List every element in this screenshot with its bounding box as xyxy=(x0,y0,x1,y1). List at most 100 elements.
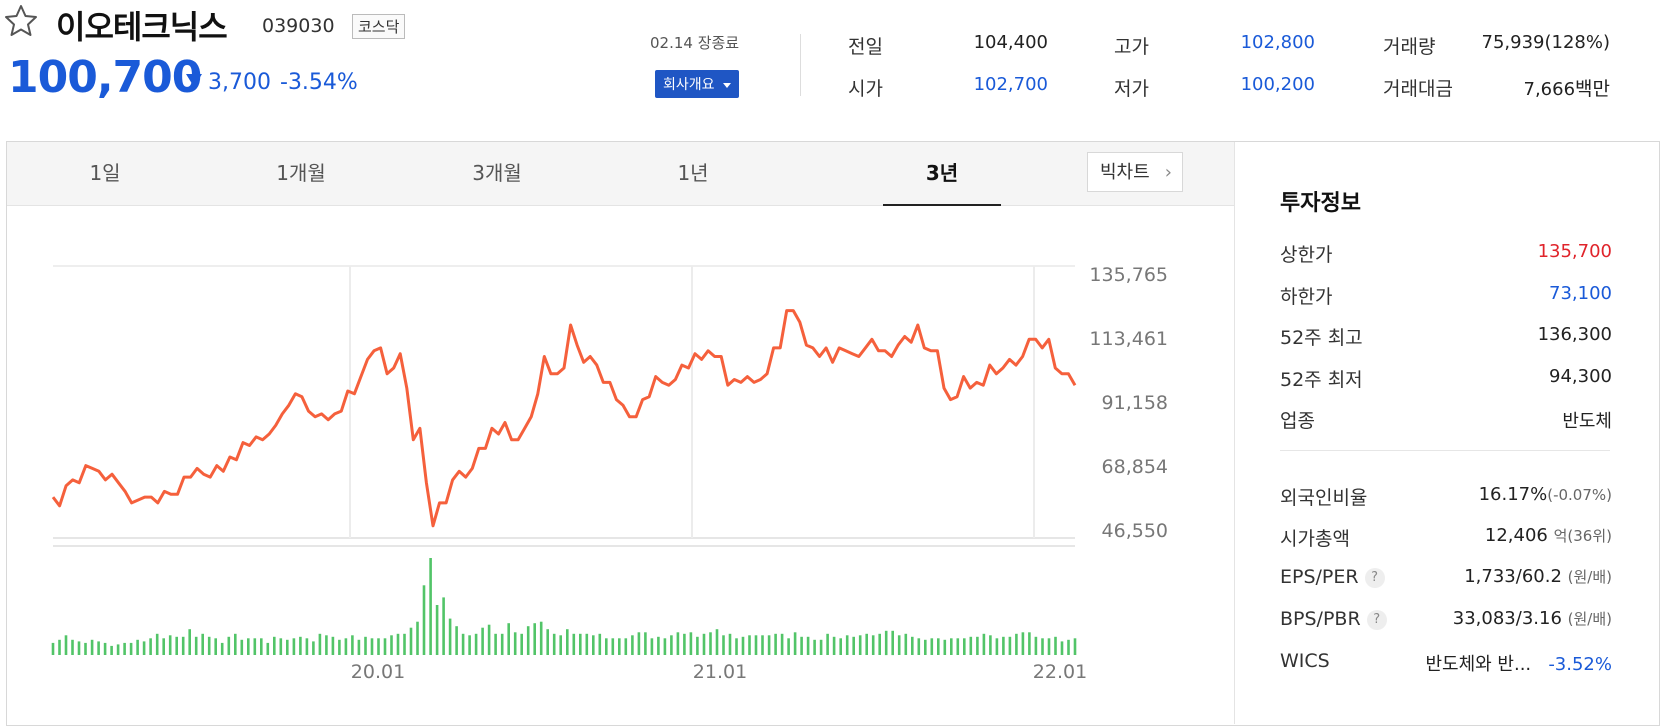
quote-value: 100,200 xyxy=(1185,74,1315,95)
favorite-star-icon[interactable] xyxy=(4,4,38,38)
stock-name: 이오테크닉스 xyxy=(56,8,228,46)
volume-bar xyxy=(455,626,458,655)
volume-bar xyxy=(351,635,354,655)
volume-bar xyxy=(819,639,823,655)
wics-value: 반도체와 반... -3.52% xyxy=(1425,650,1612,676)
down-arrow-icon xyxy=(186,74,202,87)
volume-bar xyxy=(937,638,940,655)
volume-bar xyxy=(761,635,764,655)
quote-value-text: 100,200 xyxy=(1240,74,1315,95)
quote-value-text: 104,400 xyxy=(973,32,1048,53)
wics-sector[interactable]: 반도체와 반... xyxy=(1425,654,1532,675)
volume-bar xyxy=(448,618,452,655)
volume-bar xyxy=(969,636,973,655)
volume-bar xyxy=(826,633,829,655)
quote-label: 거래량 xyxy=(1383,36,1436,58)
volume-bar xyxy=(240,639,244,655)
volume-bar xyxy=(650,638,654,655)
x-tick-label: 21.01 xyxy=(693,661,747,683)
volume-bar xyxy=(357,639,361,655)
volume-bar xyxy=(149,638,152,655)
tab-1year[interactable]: 1년 xyxy=(677,161,709,185)
invest-label: 52주 최저 xyxy=(1280,368,1363,391)
eps-per-unit: (원/배) xyxy=(1567,568,1612,586)
volume-bar xyxy=(611,638,615,655)
volume-bar xyxy=(90,639,94,655)
volume-bar xyxy=(793,632,797,655)
volume-bar xyxy=(429,558,432,655)
tab-3year[interactable]: 3년 xyxy=(883,142,1001,206)
volume-bar xyxy=(500,633,504,655)
volume-bar xyxy=(129,642,133,655)
volume-bar xyxy=(416,621,419,655)
volume-bar xyxy=(982,633,986,655)
volume-bar xyxy=(110,645,113,655)
volume-bar xyxy=(481,627,484,655)
volume-bar xyxy=(806,636,810,655)
volume-bar xyxy=(774,633,777,655)
volume-bar xyxy=(220,642,224,655)
quote-value: 102,700 xyxy=(918,74,1048,95)
y-tick-label: 113,461 xyxy=(1089,328,1168,350)
volume-bar xyxy=(279,638,283,655)
volume-bar xyxy=(624,638,628,655)
foreign-ratio-value: 16.17%(-0.07%) xyxy=(1479,484,1612,505)
volume-bar xyxy=(995,638,999,655)
volume-bar xyxy=(234,633,237,655)
volume-bar xyxy=(950,638,953,655)
volume-bar xyxy=(663,638,667,655)
volume-bar xyxy=(468,635,471,655)
volume-bar xyxy=(644,632,647,655)
wics-pct: -3.52% xyxy=(1548,654,1612,675)
bps-pbr-text: BPS/PBR xyxy=(1280,608,1361,630)
volume-bar xyxy=(338,639,341,655)
volume-bar xyxy=(728,633,732,655)
tab-1month[interactable]: 1개월 xyxy=(276,161,326,185)
quote-label: 시가 xyxy=(848,78,883,100)
tab-1day[interactable]: 1일 xyxy=(89,161,121,185)
volume-bar xyxy=(1034,636,1038,655)
bps-pbr-label: BPS/PBR? xyxy=(1280,608,1387,630)
volume-bar xyxy=(51,642,55,655)
company-overview-button[interactable]: 회사개요 xyxy=(655,70,739,98)
bps-pbr-value: 33,083/3.16 (원/배) xyxy=(1453,608,1612,629)
period-tabs: 1일 1개월 3개월 1년 3년 xyxy=(7,142,1234,206)
big-chart-button[interactable]: 빅차트 › xyxy=(1087,152,1183,192)
tab-3month[interactable]: 3개월 xyxy=(472,161,522,185)
volume-bar xyxy=(631,635,634,655)
volume-bar xyxy=(754,635,758,655)
quote-value: 75,939(128%) xyxy=(1480,32,1611,53)
volume-bar xyxy=(722,635,725,655)
volume-bar xyxy=(1028,632,1031,655)
volume-bar xyxy=(891,630,894,656)
volume-bar xyxy=(696,636,699,655)
quote-value-text: 102,700 xyxy=(973,74,1048,95)
volume-bar xyxy=(71,639,74,655)
volume-bar xyxy=(175,636,178,655)
market-cap-label: 시가총액 xyxy=(1280,528,1350,550)
volume-bar xyxy=(852,636,855,655)
quote-value-text: 102,800 xyxy=(1240,32,1315,53)
volume-bar xyxy=(442,597,445,655)
x-tick-label: 20.01 xyxy=(351,661,405,683)
eps-per-value: 1,733/60.2 (원/배) xyxy=(1464,566,1612,587)
volume-bar xyxy=(579,633,582,655)
foreign-ratio: 16.17% xyxy=(1478,484,1548,505)
divider xyxy=(1280,450,1610,451)
current-price: 100,700 xyxy=(8,52,202,103)
help-icon[interactable]: ? xyxy=(1364,567,1385,588)
quote-value: 7,666백만 xyxy=(1480,74,1611,101)
invest-value: 136,300 xyxy=(1537,324,1612,345)
help-icon[interactable]: ? xyxy=(1366,609,1387,630)
volume-bar xyxy=(989,635,992,655)
volume-bar xyxy=(435,605,439,655)
volume-bar xyxy=(845,635,849,655)
invest-label: 하한가 xyxy=(1280,285,1333,308)
volume-bar xyxy=(1041,638,1044,655)
volume-bar xyxy=(839,638,842,655)
quote-unit: 백만 xyxy=(1575,78,1610,100)
quote-value-text: 7,666 xyxy=(1523,79,1576,100)
volume-bar xyxy=(767,635,771,655)
price-line xyxy=(51,309,1077,528)
bps-pbr: 33,083/3.16 xyxy=(1452,608,1562,629)
